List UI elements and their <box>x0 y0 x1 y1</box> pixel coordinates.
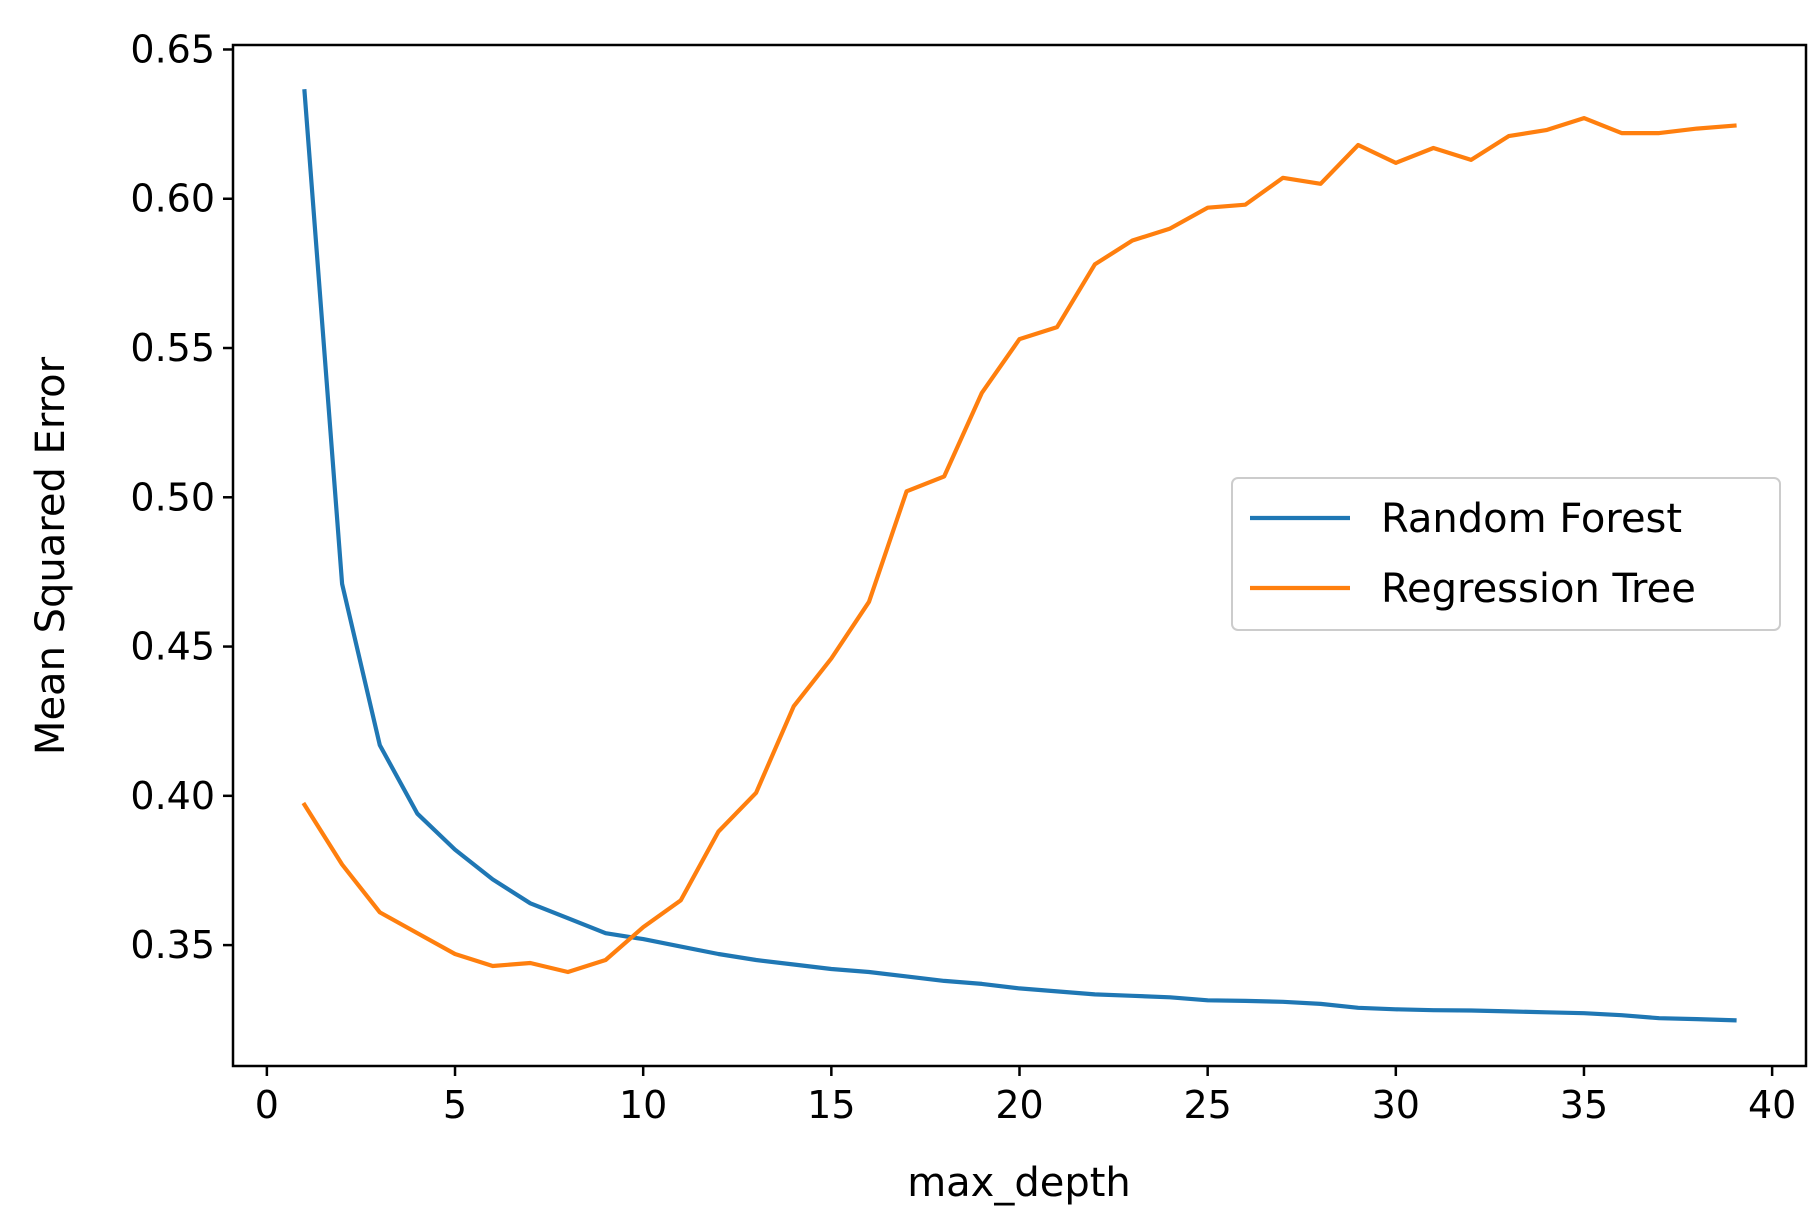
x-axis-label: max_depth <box>907 1160 1131 1206</box>
y-tick-label: 0.50 <box>130 475 215 519</box>
legend-label: Random Forest <box>1381 496 1682 542</box>
x-axis-ticks: 0 5 10 15 20 25 30 35 40 <box>255 1066 1796 1127</box>
x-tick-label: 20 <box>995 1083 1043 1127</box>
y-tick-label: 0.65 <box>130 27 215 71</box>
legend-label: Regression Tree <box>1381 566 1696 612</box>
y-tick-label: 0.60 <box>130 177 215 221</box>
x-tick-label: 30 <box>1372 1083 1420 1127</box>
y-axis-ticks: 0.35 0.40 0.45 0.50 0.55 0.60 0.65 <box>130 27 233 967</box>
x-tick-label: 5 <box>443 1083 467 1127</box>
x-tick-label: 0 <box>255 1083 279 1127</box>
series-layer <box>301 89 1737 1023</box>
x-tick-label: 40 <box>1748 1083 1796 1127</box>
x-tick-label: 25 <box>1183 1083 1231 1127</box>
y-tick-label: 0.45 <box>130 625 215 669</box>
series-line-random-forest <box>302 89 1737 1023</box>
legend: Random Forest Regression Tree <box>1231 477 1781 631</box>
x-tick-label: 35 <box>1560 1083 1608 1127</box>
y-tick-label: 0.55 <box>130 326 215 370</box>
y-tick-label: 0.35 <box>130 923 215 967</box>
x-tick-label: 15 <box>807 1083 855 1127</box>
series-line-regression-tree <box>301 115 1737 975</box>
legend-frame <box>1231 477 1781 631</box>
y-tick-label: 0.40 <box>130 774 215 818</box>
y-axis-label: Mean Squared Error <box>28 356 74 755</box>
x-tick-label: 10 <box>619 1083 667 1127</box>
